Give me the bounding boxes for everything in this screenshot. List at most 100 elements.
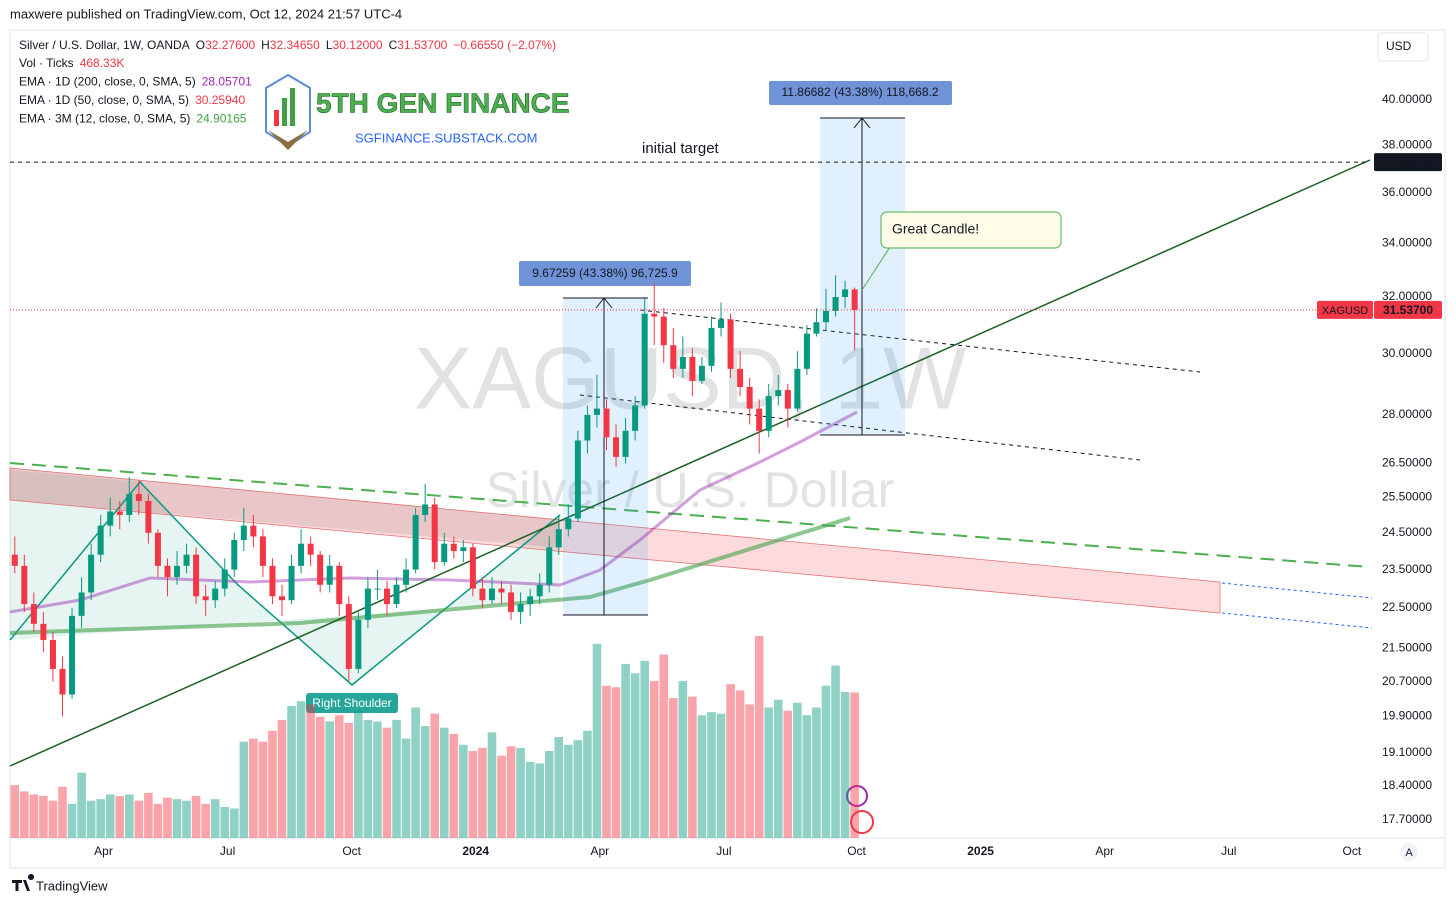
x-tick-label: Jul — [1221, 844, 1236, 858]
volume-bar — [535, 763, 544, 838]
arrow-head — [853, 117, 871, 129]
volume-bar — [115, 796, 125, 838]
volume-bar — [793, 702, 802, 838]
volume-bar — [764, 707, 774, 838]
volume-bar — [821, 685, 831, 838]
candle-body — [632, 405, 639, 431]
candle-body — [651, 313, 658, 317]
volume-bar — [716, 713, 726, 838]
volume-pane — [10, 636, 859, 838]
x-tick-label: 2025 — [967, 844, 994, 858]
candle-body — [479, 588, 486, 601]
symbol-badge-label: XAGUSD — [1322, 305, 1369, 317]
volume-bar — [754, 636, 764, 838]
ohlc-value: 32.27600 — [205, 38, 255, 52]
candle-body — [823, 310, 829, 323]
symbol-badge — [1317, 300, 1373, 319]
candle-body — [412, 514, 419, 570]
legend-symbol-line: Silver / U.S. Dollar, 1W, OANDA O32.27600… — [19, 38, 556, 52]
currency[interactable]: USD — [1386, 39, 1412, 53]
volume-bar — [516, 747, 525, 838]
candle-body — [97, 525, 104, 555]
volume-bar — [506, 746, 516, 838]
logo-bar — [290, 88, 295, 126]
volume-bar — [726, 684, 735, 838]
candle-body — [336, 565, 343, 605]
trend-line — [9, 159, 1371, 767]
y-tick-label: 17.70000 — [1382, 812, 1432, 826]
indicator-name: Vol · Ticks — [19, 56, 74, 70]
candle-body — [765, 396, 772, 431]
y-tick-label: 23.50000 — [1382, 562, 1432, 576]
y-tick-label: 36.00000 — [1382, 185, 1432, 199]
candle-body — [317, 554, 324, 585]
channel-extension — [1221, 612, 1373, 629]
candle-body — [174, 565, 181, 578]
logo-title: 5TH GEN FINANCE — [316, 87, 570, 118]
last-price-badge — [1374, 300, 1442, 319]
footer-brand: TradingView — [36, 878, 108, 893]
volume-bar — [363, 719, 373, 838]
candle-body — [307, 543, 314, 555]
candle-body — [21, 565, 28, 605]
volume-bar — [583, 730, 592, 838]
last-price-label: 31.53700 — [1383, 303, 1433, 317]
candle-body — [40, 623, 47, 640]
volume-bar — [29, 794, 39, 838]
volume-bar — [344, 723, 354, 838]
volume-bar — [229, 808, 239, 838]
ohlc-key: C — [389, 38, 398, 52]
arrow-head — [595, 297, 613, 309]
change: −0.66550 (−2.07%) — [453, 38, 556, 52]
indicator-legend: Vol · Ticks 468.33K EMA · 1D (200, close, … — [19, 56, 252, 126]
currency-box[interactable] — [1377, 32, 1429, 62]
volume-bar — [10, 785, 20, 838]
target-label: initial target — [642, 140, 720, 157]
candle-body — [679, 356, 686, 369]
volume-bar — [697, 715, 707, 838]
candle-body — [613, 437, 620, 457]
indicator-name: EMA · 1D (200, close, 0, SMA, 5) — [19, 75, 196, 89]
y-tick-label: 24.50000 — [1382, 525, 1432, 539]
volume-bar — [220, 806, 230, 838]
logo-bar — [274, 110, 279, 126]
volume-bar — [249, 738, 258, 838]
volume-bar — [268, 730, 277, 838]
auto-scale-button[interactable] — [1400, 843, 1418, 861]
volume-bar — [564, 744, 573, 838]
candle-body — [212, 588, 219, 601]
volume-bar — [258, 741, 268, 838]
callout-box — [880, 211, 1062, 249]
y-tick-label: 20.70000 — [1382, 674, 1432, 688]
y-tick-label: 30.00000 — [1382, 346, 1432, 360]
axes: 40.00000 38.00000 36.00000 34.00000 32.00000… — [10, 92, 1442, 858]
candle-body — [842, 289, 849, 298]
volume-bar — [153, 803, 163, 838]
volume-bar — [449, 733, 459, 838]
y-tick-label: 26.50000 — [1382, 456, 1432, 470]
volume-bar — [468, 750, 478, 838]
volume-bar — [802, 715, 812, 838]
volume-bar — [201, 803, 210, 838]
indicator-value: 468.33K — [80, 56, 125, 70]
candle-body — [565, 518, 572, 530]
auto-scale-label[interactable]: A — [1405, 847, 1413, 859]
candle-body — [517, 604, 524, 612]
y-tick-label: 38.00000 — [1382, 137, 1432, 151]
candle-body — [422, 504, 429, 515]
indicator-value: 28.05701 — [202, 75, 252, 89]
volume-bar — [649, 681, 659, 838]
candle-body — [718, 319, 725, 328]
candle-body — [250, 525, 257, 537]
volume-bar — [640, 660, 649, 838]
volume-bar — [86, 800, 96, 838]
candle-body — [603, 408, 610, 438]
volume-bar — [525, 761, 535, 838]
candle-body — [813, 322, 820, 334]
candle-body — [269, 565, 276, 597]
volume-bar — [20, 791, 29, 838]
candle-body — [574, 440, 581, 519]
y-tick-label: 18.40000 — [1382, 778, 1432, 792]
